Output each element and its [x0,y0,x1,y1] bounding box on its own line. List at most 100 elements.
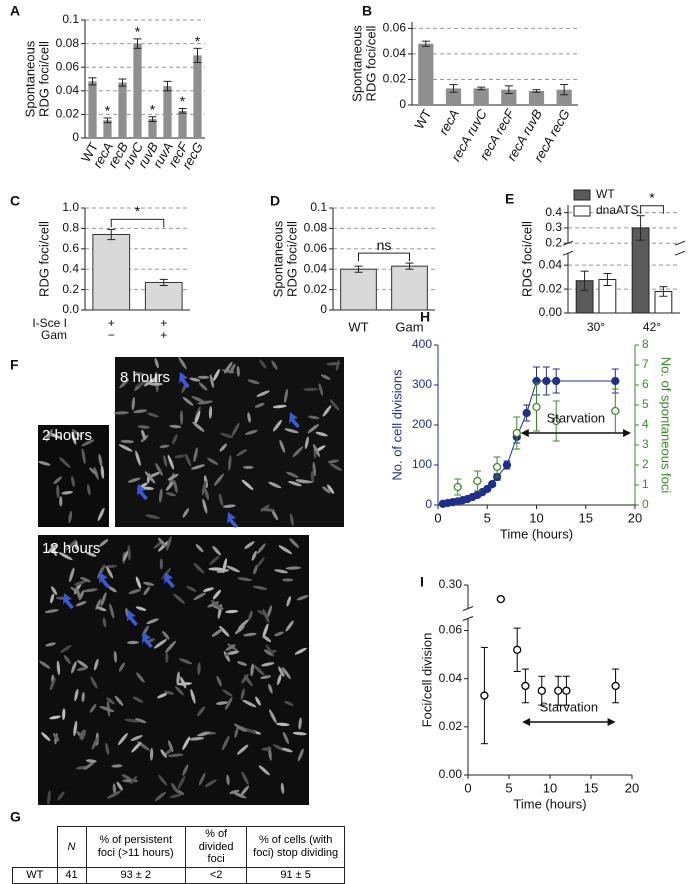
cell [289,538,299,548]
cell [295,479,309,483]
cell [172,434,178,445]
cell [167,454,175,470]
cell [185,453,192,467]
cell [225,644,236,651]
cell [112,783,117,795]
cell [137,425,150,429]
cell [51,586,58,596]
y-tick-label: 0 [72,130,79,144]
legend-label: dnaATS [596,203,638,217]
arrow [127,610,138,626]
cell [277,673,282,685]
series-line [442,380,616,505]
cell [208,405,213,419]
cell [265,644,275,657]
arrow [142,632,153,648]
cell [97,564,105,579]
bar [631,227,650,314]
point [552,416,561,426]
cell [91,735,100,750]
cell [194,410,201,425]
y-tick-label: 0.4 [545,205,562,219]
cell [166,536,172,551]
y-tick-label: 0.08 [56,36,80,50]
cell [119,378,130,389]
x-tick-label: 0 [434,510,441,525]
x-tick-label: 42° [643,320,661,334]
cell [209,555,220,565]
cell [278,666,285,677]
y-axis-label: RDG foci/cell [363,25,378,101]
x-tick-label: 15 [584,780,598,795]
header-cell: % of cells (with foci) stop dividing [246,826,345,868]
cell [285,566,301,570]
cell [130,735,143,741]
cell [278,545,293,555]
cell [262,608,270,623]
cell [154,358,159,369]
y-tick-label: 0.02 [56,107,80,121]
cell [282,578,294,582]
arrow-head [522,718,531,726]
cell [165,651,169,664]
point [521,681,530,691]
cell [98,453,103,467]
cell [253,664,265,676]
cell [118,662,125,672]
cell [237,619,249,630]
bar [473,88,489,105]
bar [391,265,428,311]
bar [178,110,187,138]
panel-letter: A [10,3,20,19]
cell [121,774,133,781]
cell [133,409,148,414]
cell [198,772,206,786]
point [513,645,522,654]
cell [61,490,73,495]
comparison-bracket [358,252,410,262]
cell [303,387,319,392]
cell [218,493,224,507]
y-axis-label: RDG foci/cell [36,221,51,297]
cell [261,747,272,751]
cell [294,647,307,655]
point [542,376,551,386]
cell [113,411,129,415]
cell [201,480,207,496]
cell [262,623,269,638]
cell [281,667,291,680]
x-tick-label: 5 [505,780,512,795]
cell [58,457,71,468]
cell [75,586,81,600]
cell [224,696,233,710]
cell [280,782,285,794]
cell [155,462,163,477]
point [611,681,620,691]
cell [286,596,292,607]
y-tick-label: 1 [642,477,649,491]
arrow [63,593,74,609]
cell [219,443,228,452]
cell [53,476,62,485]
cell [310,470,315,484]
cell [236,365,240,377]
cell [236,449,248,457]
y-tick-label: 300 [412,377,432,391]
y-tick-label: 0.06 [304,241,328,255]
cell [81,439,95,447]
x-tick-label: 5 [484,510,491,525]
cell [263,649,273,656]
cell [134,380,149,388]
cell [213,473,225,486]
cell [229,363,236,374]
cell [157,693,168,699]
cell [260,675,272,680]
x-tick-label: 10 [529,510,543,525]
y-tick-label: 0.02 [539,281,563,295]
cell: 41 [56,866,87,884]
cell [222,689,233,697]
cell [191,395,205,403]
cell [192,421,205,432]
image-label: 2 hours [42,427,92,444]
cell [219,625,230,637]
